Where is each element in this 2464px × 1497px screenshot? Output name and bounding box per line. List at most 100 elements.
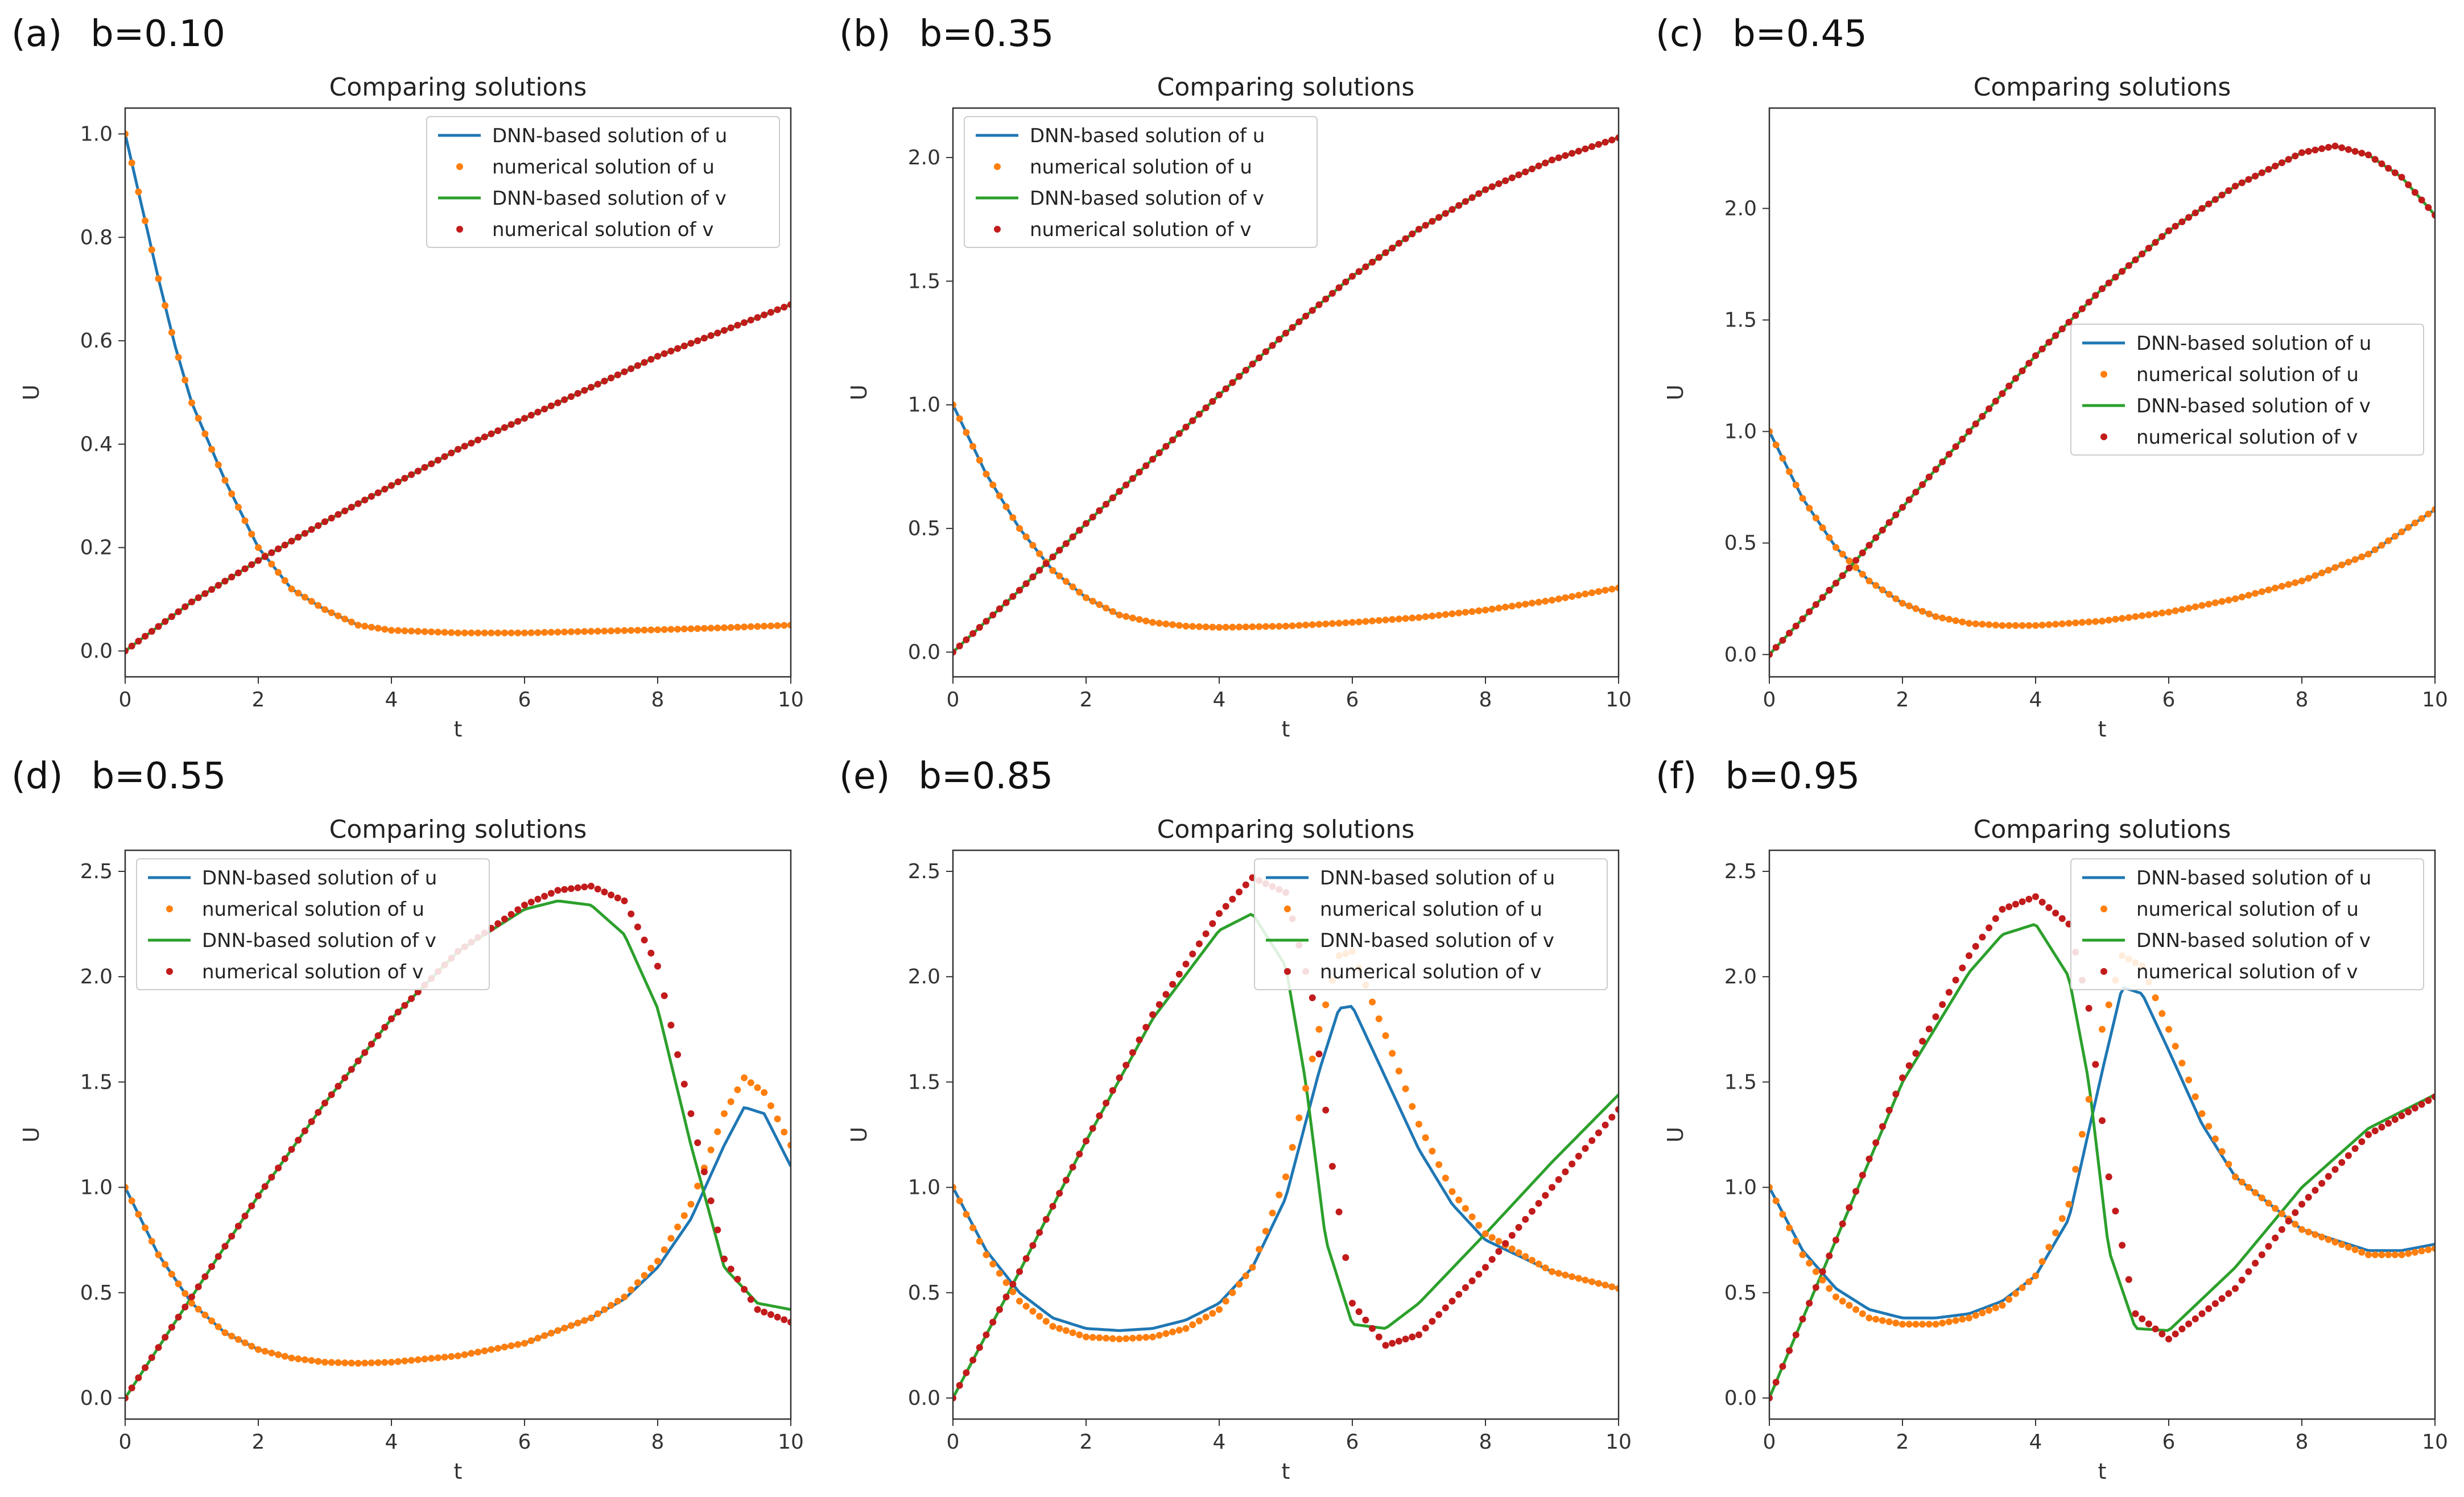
data-point xyxy=(1595,1129,1602,1136)
data-point xyxy=(175,1280,182,1288)
plot-area xyxy=(953,134,1619,656)
data-point xyxy=(634,627,641,634)
data-point xyxy=(1315,301,1323,308)
data-point xyxy=(1562,594,1569,601)
data-point xyxy=(461,1351,468,1358)
legend-label: numerical solution of u xyxy=(1030,156,1252,179)
x-tick-label: 6 xyxy=(1346,688,1359,712)
data-point xyxy=(1409,1103,1416,1110)
data-point xyxy=(1342,278,1349,286)
data-point xyxy=(614,894,621,901)
data-point xyxy=(381,1024,389,1031)
data-point xyxy=(1899,1321,1906,1328)
data-point xyxy=(1062,540,1070,547)
data-point xyxy=(1149,1011,1156,1018)
data-point xyxy=(2012,622,2019,629)
data-point xyxy=(308,1118,315,1125)
data-point xyxy=(1819,594,1826,601)
data-point xyxy=(2005,1296,2013,1303)
data-point xyxy=(1083,1333,1089,1341)
data-point xyxy=(2391,1116,2399,1123)
data-point xyxy=(2292,1221,2299,1228)
legend-label: numerical solution of u xyxy=(2136,363,2359,386)
data-point xyxy=(434,457,441,464)
data-point xyxy=(2345,1152,2352,1159)
data-point xyxy=(976,1344,983,1351)
legend-box xyxy=(136,858,490,990)
data-point xyxy=(2411,1248,2418,1256)
data-point xyxy=(1076,1151,1083,1158)
data-point xyxy=(2232,1173,2239,1181)
data-point xyxy=(1859,1172,1866,1179)
data-point xyxy=(1355,618,1363,626)
data-point xyxy=(1448,1297,1456,1305)
data-point xyxy=(561,886,568,893)
data-point xyxy=(408,1357,415,1364)
data-point xyxy=(2305,148,2312,155)
x-tick-label: 4 xyxy=(1213,688,1226,712)
data-point xyxy=(1256,354,1263,362)
data-point xyxy=(1122,481,1130,489)
y-tick-label: 1.0 xyxy=(908,394,940,417)
data-point xyxy=(1382,617,1389,623)
data-point xyxy=(1122,1335,1130,1342)
legend-point-swatch xyxy=(166,905,173,912)
data-point xyxy=(494,920,502,927)
legend-point-swatch xyxy=(2100,371,2107,378)
chart-svg: Comparing solutions 0 2 4 6 8 10 0.0 0.5 1.0 1.5 2.… xyxy=(1663,815,2448,1484)
data-point xyxy=(1249,623,1256,630)
data-point xyxy=(1508,1232,1516,1239)
data-point xyxy=(1879,527,1886,534)
data-point xyxy=(1142,1334,1150,1341)
data-point xyxy=(1986,924,1993,932)
series-line xyxy=(1769,986,2435,1320)
data-point xyxy=(1515,171,1522,179)
data-point xyxy=(1475,190,1483,197)
data-point xyxy=(1555,1176,1562,1183)
data-point xyxy=(1103,501,1110,508)
data-point xyxy=(1549,1184,1555,1191)
panel-parameter: b=0.85 xyxy=(918,755,1054,797)
data-point xyxy=(574,1320,581,1327)
data-point xyxy=(474,436,482,444)
data-point xyxy=(2331,564,2339,571)
legend-label: DNN-based solution of u xyxy=(1320,867,1555,890)
x-tick-label: 4 xyxy=(385,688,398,712)
data-point xyxy=(1136,1334,1143,1341)
data-point xyxy=(1462,1205,1469,1212)
data-point xyxy=(2085,299,2092,306)
data-point xyxy=(1872,582,1880,589)
data-point xyxy=(2052,909,2059,917)
y-tick-label: 0.0 xyxy=(1724,1387,1757,1410)
data-point xyxy=(2371,1251,2379,1259)
data-point xyxy=(2005,903,2013,911)
data-point xyxy=(1482,606,1489,614)
data-point xyxy=(2265,586,2272,594)
data-point xyxy=(2365,1131,2372,1138)
data-point xyxy=(2145,611,2152,618)
data-point xyxy=(381,626,389,633)
data-point xyxy=(1342,619,1349,626)
data-point xyxy=(2411,1105,2418,1112)
data-point xyxy=(2272,163,2279,169)
data-point xyxy=(2405,1250,2412,1257)
data-point xyxy=(1462,198,1469,205)
data-point xyxy=(1819,1276,1826,1284)
data-point xyxy=(1515,1224,1522,1231)
data-point xyxy=(541,892,548,900)
data-point xyxy=(1905,1321,1913,1328)
data-point xyxy=(2318,1234,2326,1240)
data-point xyxy=(1402,615,1409,622)
legend-box xyxy=(964,116,1318,248)
data-point xyxy=(321,1099,328,1107)
data-point xyxy=(581,387,588,394)
data-point xyxy=(2099,285,2106,292)
data-point xyxy=(996,605,1003,613)
data-point xyxy=(1792,1331,1799,1338)
panel-parameter: b=0.35 xyxy=(919,13,1054,55)
data-point xyxy=(1155,619,1163,627)
data-point xyxy=(328,609,335,617)
data-point xyxy=(281,577,288,584)
data-point xyxy=(354,1359,362,1367)
x-tick-label: 0 xyxy=(947,1430,960,1454)
